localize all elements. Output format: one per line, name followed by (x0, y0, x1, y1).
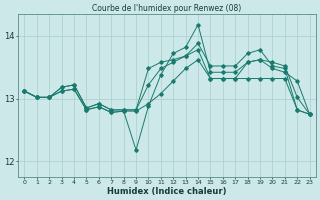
Title: Courbe de l'humidex pour Renwez (08): Courbe de l'humidex pour Renwez (08) (92, 4, 242, 13)
X-axis label: Humidex (Indice chaleur): Humidex (Indice chaleur) (107, 187, 227, 196)
